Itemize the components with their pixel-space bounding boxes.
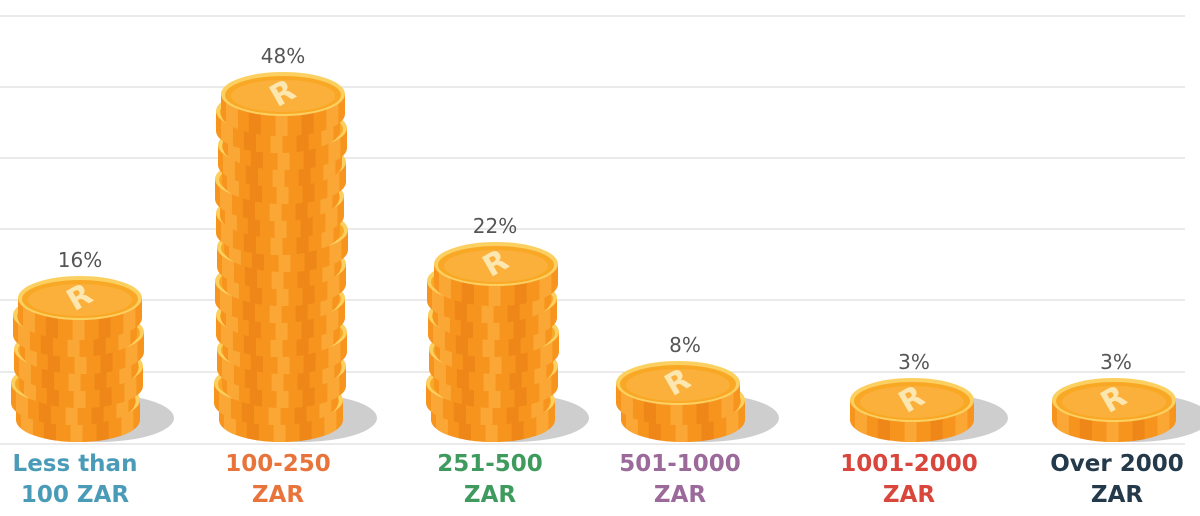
coin — [1052, 378, 1176, 442]
coin-stack: R — [1052, 378, 1200, 442]
value-label: 8% — [669, 333, 701, 357]
category-label: ZAR — [252, 482, 304, 508]
coin — [850, 378, 974, 442]
category-label: ZAR — [654, 482, 706, 508]
category-label: 100-250 — [225, 451, 331, 477]
category-label: Less than — [13, 451, 138, 477]
value-label: 3% — [898, 350, 930, 374]
coin — [616, 361, 740, 425]
value-label: 22% — [473, 214, 517, 238]
category-label: Over 2000 — [1050, 451, 1184, 477]
value-label: 3% — [1100, 350, 1132, 374]
category-label: ZAR — [883, 482, 935, 508]
category-label: 251-500 — [437, 451, 543, 477]
category-labels: Less than 100 ZAR 100-250 ZAR 251-500 ZAR 501-… — [13, 451, 1184, 508]
coin — [18, 276, 142, 340]
coin-stack: R — [616, 361, 779, 442]
coin — [221, 72, 345, 136]
category-label: 501-1000 — [619, 451, 741, 477]
category-label: 1001-2000 — [840, 451, 978, 477]
value-label: 16% — [58, 248, 102, 272]
coin-stack: R — [426, 242, 589, 442]
category-label: ZAR — [464, 482, 516, 508]
category-label: ZAR — [1091, 482, 1143, 508]
coin-stack: R — [11, 276, 174, 442]
coin-stack: R — [214, 72, 377, 442]
value-labels: 16% 48% 22% 8% 3% 3% — [58, 44, 1132, 374]
grid-lines — [0, 15, 1185, 445]
category-label: 100 ZAR — [21, 482, 129, 508]
coin — [434, 242, 558, 306]
value-label: 48% — [261, 44, 305, 68]
coin-stack: R — [850, 378, 1008, 442]
